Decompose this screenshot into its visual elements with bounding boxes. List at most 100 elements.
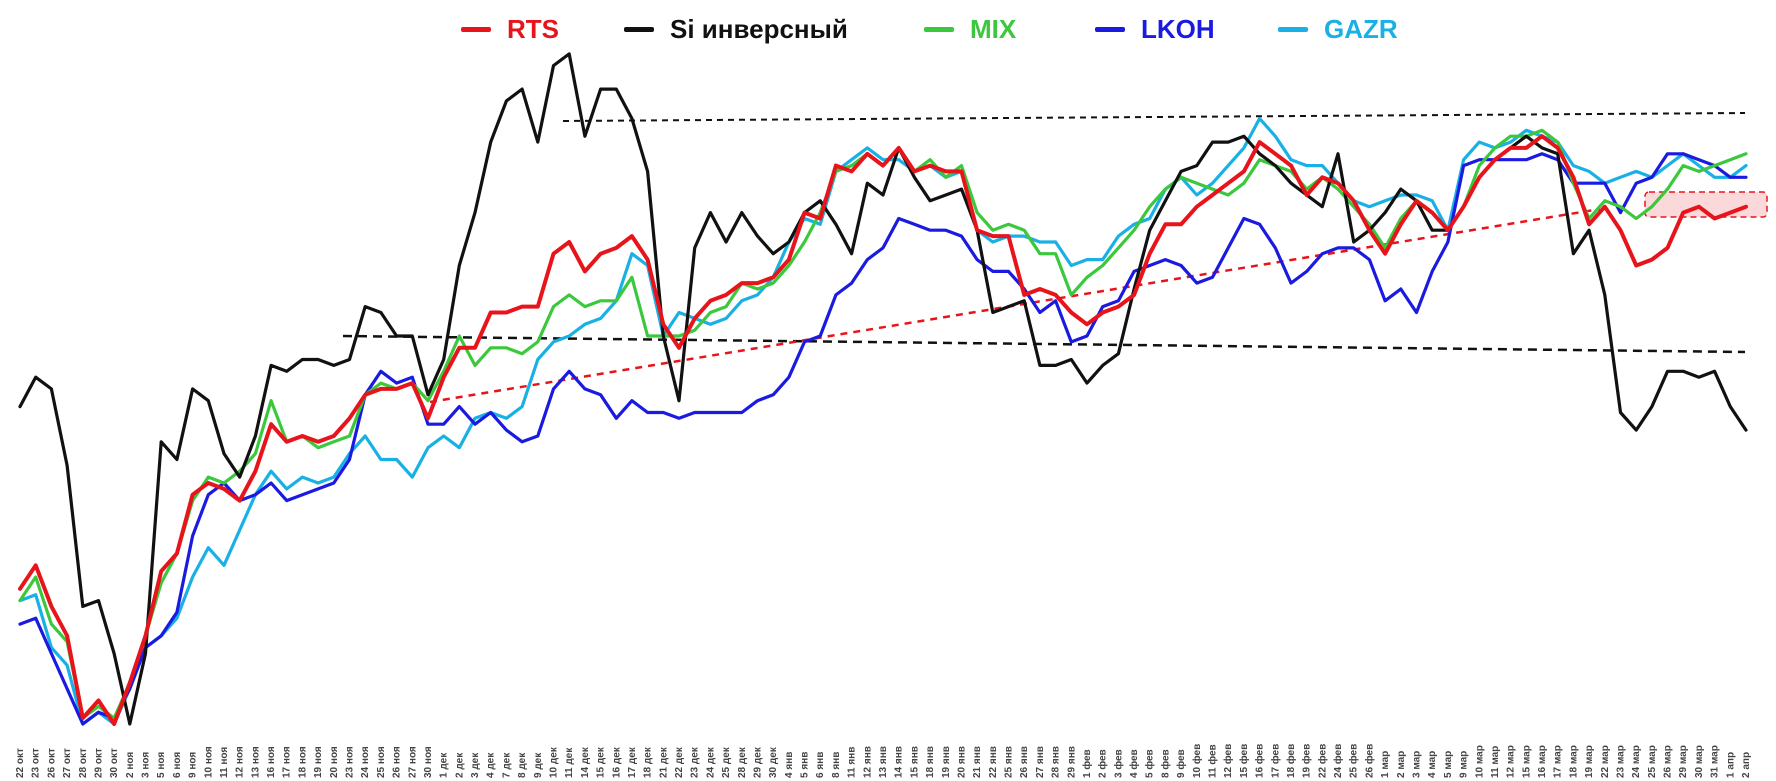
- x-tick-label: 4 дек: [486, 752, 497, 778]
- x-tick-label: 29 дек: [753, 746, 764, 778]
- x-tick-label: 4 фев: [1128, 749, 1140, 778]
- x-tick-label: 30 ноя: [423, 746, 434, 778]
- x-tick-label: 24 фев: [1332, 744, 1344, 778]
- x-tick-label: 20 ноя: [329, 746, 340, 778]
- legend-swatch-rts: [461, 26, 491, 32]
- x-tick-label: 3 дек: [470, 752, 481, 778]
- x-tick-label: 7 дек: [501, 752, 512, 778]
- legend-swatch-lkoh: [1095, 26, 1125, 32]
- x-tick-label: 2 апр: [1741, 752, 1752, 778]
- x-tick-label: 17 мар: [1553, 745, 1564, 778]
- x-tick-label: 15 дек: [596, 746, 607, 778]
- x-tick-label: 24 ноя: [360, 746, 371, 778]
- x-tick-label: 5 мар: [1443, 751, 1454, 778]
- x-tick-label: 4 янв: [784, 752, 795, 778]
- series-line-rts: [18, 134, 1748, 726]
- x-tick-label: 26 янв: [1019, 746, 1030, 778]
- x-tick-label: 13 янв: [878, 746, 889, 778]
- x-tick-label: 22 мар: [1600, 745, 1611, 778]
- legend-item-gazr: GAZR: [1278, 12, 1398, 46]
- x-tick-label: 10 ноя: [203, 746, 214, 778]
- x-tick-label: 25 фев: [1348, 744, 1360, 778]
- x-tick-label: 29 янв: [1066, 746, 1077, 778]
- x-tick-label: 15 мар: [1521, 745, 1532, 778]
- x-tick-label: 29 окт: [94, 748, 105, 778]
- x-tick-label: 23 мар: [1616, 745, 1627, 778]
- x-tick-label: 2 ноя: [125, 752, 136, 778]
- x-tick-label: 20 янв: [957, 746, 968, 778]
- x-tick-label: 16 фев: [1254, 744, 1266, 778]
- x-tick-label: 27 окт: [62, 748, 73, 778]
- x-tick-label: 11 янв: [847, 747, 858, 778]
- x-tick-label: 30 дек: [768, 746, 779, 778]
- x-tick-label: 25 дек: [721, 746, 732, 778]
- x-tick-label: 5 янв: [800, 752, 811, 778]
- x-tick-label: 2 фев: [1097, 749, 1109, 778]
- x-tick-label: 12 фев: [1222, 744, 1234, 778]
- x-tick-label: 12 ноя: [235, 746, 246, 778]
- x-tick-label: 22 фев: [1316, 744, 1328, 778]
- x-tick-label: 2 мар: [1396, 751, 1407, 778]
- legend-item-mix: MIX: [924, 12, 1016, 46]
- x-tick-label: 18 фев: [1285, 744, 1297, 778]
- x-tick-label: 18 дек: [643, 746, 654, 778]
- x-tick-label: 23 дек: [690, 746, 701, 778]
- x-tick-label: 17 дек: [627, 746, 638, 778]
- red-trend-line: [429, 207, 1601, 404]
- x-tick-label: 1 мар: [1380, 751, 1391, 778]
- x-tick-label: 8 дек: [517, 752, 528, 778]
- x-tick-label: 11 дек: [564, 747, 575, 778]
- x-tick-label: 10 дек: [549, 746, 560, 778]
- x-tick-label: 14 янв: [894, 746, 905, 778]
- x-tick-label: 16 ноя: [266, 746, 277, 778]
- x-tick-label: 8 фев: [1159, 749, 1171, 778]
- x-tick-label: 15 янв: [909, 746, 920, 778]
- x-tick-label: 28 дек: [737, 746, 748, 778]
- x-tick-label: 15 фев: [1238, 744, 1250, 778]
- x-tick-label: 22 янв: [988, 746, 999, 778]
- x-tick-label: 26 фев: [1363, 744, 1375, 778]
- x-tick-label: 27 янв: [1035, 746, 1046, 778]
- x-tick-label: 23 ноя: [345, 746, 356, 778]
- legend-label-mix: MIX: [970, 14, 1017, 44]
- upper-resistance-line: [562, 112, 1746, 122]
- x-tick-label: 12 мар: [1506, 745, 1517, 778]
- x-tick-label: 18 ноя: [297, 746, 308, 778]
- legend-item-si: Si инверсный: [624, 12, 848, 46]
- x-tick-label: 9 дек: [533, 752, 544, 778]
- x-tick-label: 3 фев: [1112, 749, 1124, 778]
- x-axis-ticks: 22 окт 23 окт 26 окт 27 окт 28 окт 29 окт 30 о…: [15, 744, 1752, 778]
- series-layer: [18, 52, 1748, 726]
- legend-label-gazr: GAZR: [1324, 14, 1398, 44]
- x-tick-label: 19 ноя: [313, 746, 324, 778]
- x-tick-label: 25 мар: [1647, 745, 1658, 778]
- x-tick-label: 19 фев: [1301, 744, 1313, 778]
- x-tick-label: 17 фев: [1269, 744, 1281, 778]
- x-tick-label: 17 ноя: [282, 746, 293, 778]
- x-tick-label: 2 дек: [454, 752, 465, 778]
- x-tick-label: 21 дек: [658, 746, 669, 778]
- x-tick-label: 23 окт: [31, 748, 42, 778]
- x-tick-label: 8 янв: [831, 752, 842, 778]
- x-tick-label: 9 мар: [1459, 751, 1470, 778]
- x-tick-label: 3 ноя: [141, 752, 152, 778]
- lower-support-line: [342, 334, 1746, 354]
- x-tick-label: 28 окт: [78, 748, 89, 778]
- x-tick-label: 30 мар: [1694, 745, 1705, 778]
- legend-swatch-gazr: [1278, 26, 1308, 32]
- x-tick-label: 26 ноя: [392, 746, 403, 778]
- x-tick-label: 1 апр: [1725, 752, 1736, 778]
- x-tick-label: 22 окт: [15, 748, 26, 778]
- x-tick-label: 6 янв: [815, 752, 826, 778]
- legend-swatch-mix: [924, 26, 954, 32]
- x-tick-label: 22 дек: [674, 746, 685, 778]
- x-tick-label: 5 фев: [1144, 749, 1156, 778]
- x-tick-label: 6 ноя: [172, 752, 183, 778]
- x-tick-label: 18 мар: [1568, 745, 1579, 778]
- x-tick-label: 13 ноя: [250, 746, 261, 778]
- x-tick-label: 10 фев: [1191, 744, 1203, 778]
- x-tick-label: 26 окт: [46, 748, 57, 778]
- x-tick-label: 1 фев: [1081, 749, 1093, 778]
